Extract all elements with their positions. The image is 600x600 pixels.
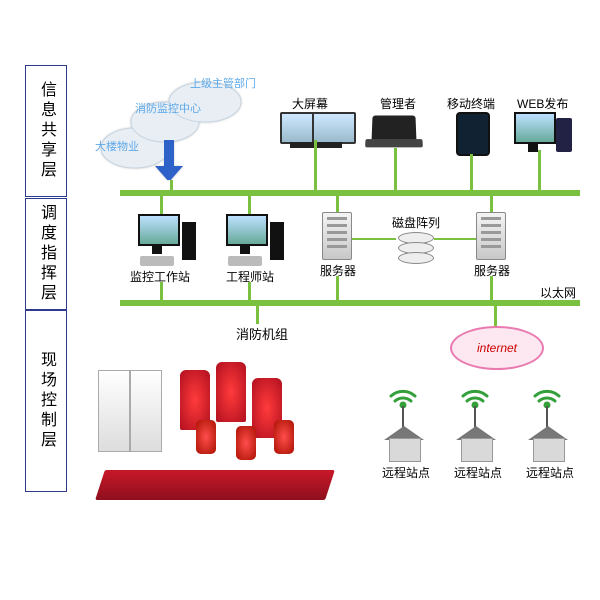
manager-label: 管理者 (380, 95, 416, 112)
disk-array-icon (398, 232, 434, 244)
engineer-station-icon (226, 214, 268, 246)
big-screen-stem (314, 140, 317, 190)
srv1-stem-up (336, 196, 339, 212)
remote-house-1 (384, 426, 424, 460)
layer-middle-label: 调度指挥层 (34, 204, 58, 304)
cloud-label-a: 大楼物业 (95, 138, 139, 154)
antenna-2 (474, 406, 476, 428)
internet-cloud: internet (450, 326, 544, 370)
cloud-label-c: 上级主管部门 (190, 75, 256, 91)
srv2-stem-dn (490, 276, 493, 300)
layer-bottom-label: 现场控制层 (34, 351, 58, 451)
server2-icon (476, 212, 506, 260)
ms-stem-up (160, 196, 163, 214)
layer-bottom: 现场控制层 (25, 310, 67, 492)
remote-label-2: 远程站点 (454, 464, 502, 481)
network-bar-1 (120, 190, 580, 196)
web-label: WEB发布 (517, 95, 568, 112)
remote-house-2 (456, 426, 496, 460)
disk-array-label: 磁盘阵列 (392, 214, 440, 231)
web-pc-icon (514, 112, 556, 144)
wifi-icon-3 (532, 378, 562, 408)
srv1-stem-dn (336, 276, 339, 300)
manager-stem (394, 148, 397, 190)
wifi-icon-2 (460, 378, 490, 408)
es-stem-up (248, 196, 251, 214)
disk-link-l (352, 238, 396, 240)
mobile-label: 移动终端 (447, 95, 495, 112)
remote-label-1: 远程站点 (382, 464, 430, 481)
fire-stem (256, 306, 259, 324)
mobile-stem (470, 154, 473, 190)
big-screen-label: 大屏幕 (292, 95, 328, 112)
layer-top: 信息共享层 (25, 65, 67, 197)
remote-house-3 (528, 426, 568, 460)
network-bar-2 (120, 300, 580, 306)
cloud-stem (170, 180, 173, 192)
laptop-icon (371, 115, 416, 143)
cloud-label-b: 消防监控中心 (135, 100, 201, 116)
ms-stem-dn (160, 282, 163, 300)
antenna-3 (546, 406, 548, 428)
layer-top-label: 信息共享层 (34, 81, 58, 181)
remote-label-3: 远程站点 (526, 464, 574, 481)
fire-unit-label: 消防机组 (236, 324, 288, 343)
server1-icon (322, 212, 352, 260)
web-stem (538, 150, 541, 190)
tablet-icon (456, 112, 490, 156)
internet-label: internet (477, 341, 517, 355)
diagram-root: 信息共享层 调度指挥层 现场控制层 大楼物业 消防监控中心 上级主管部门 大屏幕… (0, 0, 600, 600)
disk-link-r (434, 238, 476, 240)
srv2-stem-up (490, 196, 493, 212)
monitor-station-icon (138, 214, 180, 246)
antenna-1 (402, 406, 404, 428)
es-stem-dn (248, 282, 251, 300)
fire-unit-icon (100, 350, 330, 500)
ethernet-label: 以太网 (540, 284, 576, 301)
wifi-icon-1 (388, 378, 418, 408)
layer-middle: 调度指挥层 (25, 198, 67, 310)
